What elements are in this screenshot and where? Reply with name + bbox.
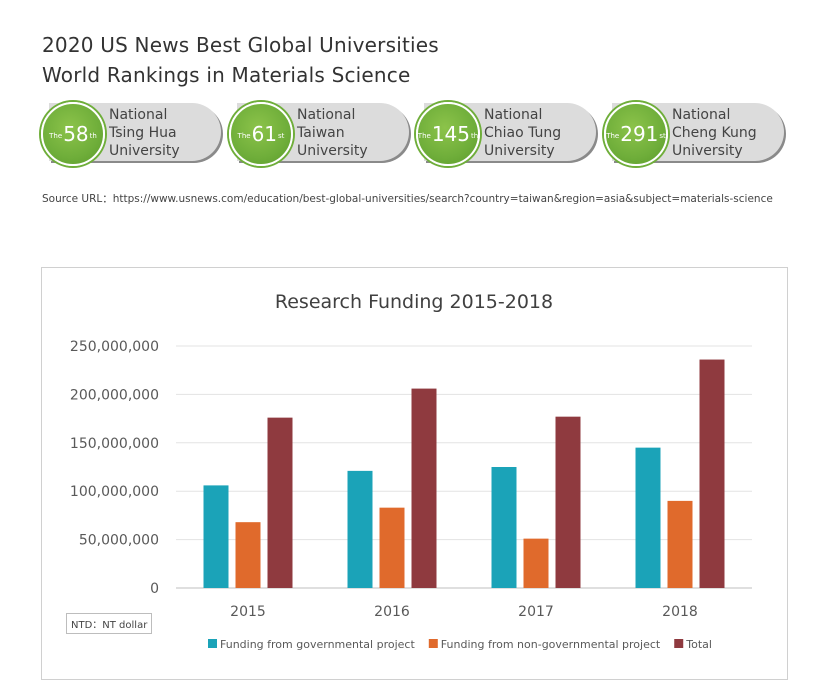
- university-name: National Taiwan University: [297, 107, 368, 159]
- x-tick-label: 2016: [374, 604, 410, 620]
- legend-label: Total: [685, 638, 712, 651]
- x-tick-label: 2017: [518, 604, 554, 620]
- ranking-card-tsing-hua: The 58 th National Tsing Hua University: [41, 101, 223, 166]
- rank-badge: The 61 st: [229, 102, 293, 166]
- x-tick-label: 2018: [662, 604, 698, 620]
- university-name: National Cheng Kung University: [672, 107, 757, 159]
- ranking-card-chiao-tung: The 145 th National Chiao Tung Universit…: [416, 101, 598, 166]
- legend-swatch: [674, 639, 684, 648]
- bar-2018-series-0: [635, 447, 661, 588]
- title-line-2: World Rankings in Materials Science: [42, 63, 411, 87]
- bar-2015-series-0: [203, 485, 229, 588]
- rank-number: 145: [431, 122, 471, 146]
- chart-container: Research Funding 2015-2018 0 50,000,000 100…: [41, 267, 788, 680]
- y-tick-label: 150,000,000: [70, 436, 159, 452]
- bar-2016-series-0: [347, 470, 373, 588]
- bar-2016-series-1: [379, 507, 405, 588]
- rank-badge: The 291 st: [604, 102, 668, 166]
- ranking-card-taiwan: The 61 st National Taiwan University: [229, 101, 411, 166]
- source-url: Source URL：https://www.usnews.com/educat…: [42, 193, 773, 205]
- rank-number: 61: [251, 122, 278, 146]
- bar-2017-series-0: [491, 467, 517, 588]
- legend-label: Funding from governmental project: [220, 638, 415, 651]
- rank-prefix: The: [606, 132, 620, 140]
- rank-badge: The 145 th: [416, 102, 480, 166]
- rank-badge: The 58 th: [41, 102, 105, 166]
- ranking-card-cheng-kung: The 291 st National Cheng Kung Universit…: [604, 101, 786, 166]
- x-tick-label: 2015: [230, 604, 266, 620]
- legend-swatch: [428, 639, 438, 648]
- bar-2017-series-2: [555, 416, 581, 588]
- university-name: National Chiao Tung University: [484, 107, 562, 159]
- bar-2015-series-1: [235, 522, 261, 588]
- page-title: 2020 US News Best Global Universities Wo…: [42, 30, 439, 90]
- bar-2018-series-1: [667, 500, 693, 588]
- bar-2017-series-1: [523, 538, 549, 588]
- rank-prefix: The: [237, 132, 251, 140]
- rank-suffix: st: [659, 132, 666, 140]
- legend-label: Funding from non-governmental project: [441, 638, 661, 651]
- bar-2018-series-2: [699, 359, 725, 588]
- y-tick-label: 200,000,000: [70, 387, 159, 403]
- y-tick-label: 50,000,000: [79, 533, 159, 549]
- university-name: National Tsing Hua University: [109, 107, 180, 159]
- ranking-row: The 58 th National Tsing Hua University …: [41, 101, 801, 166]
- rank-suffix: th: [89, 132, 97, 140]
- legend-swatch: [208, 639, 217, 648]
- bar-2015-series-2: [267, 417, 293, 588]
- y-tick-label: 0: [150, 581, 159, 597]
- rank-suffix: th: [471, 132, 479, 140]
- chart-title: Research Funding 2015-2018: [275, 291, 553, 313]
- bar-2016-series-2: [411, 388, 437, 588]
- rank-prefix: The: [49, 132, 63, 140]
- rank-number: 58: [63, 122, 89, 146]
- y-tick-label: 250,000,000: [70, 339, 159, 355]
- currency-note: NTD：NT dollar: [66, 613, 153, 634]
- bar-chart: Research Funding 2015-2018 0 50,000,000 100…: [70, 291, 752, 651]
- title-line-1: 2020 US News Best Global Universities: [42, 33, 439, 57]
- rank-number: 291: [620, 122, 659, 146]
- rank-suffix: st: [278, 132, 285, 140]
- y-tick-label: 100,000,000: [70, 484, 159, 500]
- rank-prefix: The: [417, 132, 431, 140]
